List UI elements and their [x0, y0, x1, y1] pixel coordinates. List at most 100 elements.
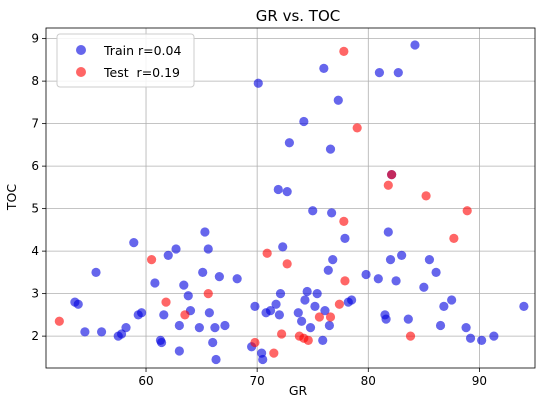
data-point	[54, 316, 64, 326]
data-point	[462, 206, 472, 216]
data-point	[419, 282, 429, 292]
data-point	[397, 250, 407, 260]
data-point	[339, 216, 349, 226]
data-point	[121, 323, 131, 333]
data-point	[293, 308, 303, 318]
data-point	[275, 289, 286, 299]
data-point	[305, 323, 316, 333]
data-point	[129, 238, 139, 248]
data-point	[325, 144, 336, 154]
data-point	[208, 337, 218, 348]
data-point	[519, 301, 529, 311]
data-point	[265, 306, 276, 316]
legend-box	[56, 33, 195, 88]
data-point	[381, 314, 391, 324]
data-point	[489, 331, 499, 341]
y-tick-label: 9	[31, 32, 39, 46]
data-point	[352, 123, 362, 133]
series-0	[70, 40, 529, 365]
x-tick-label: 80	[361, 374, 376, 388]
data-point	[282, 259, 292, 269]
data-point	[174, 320, 184, 331]
data-point	[299, 116, 309, 127]
x-tick-label: 60	[138, 374, 153, 388]
data-point	[314, 312, 324, 322]
data-point	[250, 301, 260, 311]
data-point	[179, 280, 189, 290]
data-point	[435, 320, 446, 331]
x-tick-label: 90	[472, 374, 487, 388]
data-point	[391, 276, 401, 286]
data-point	[403, 314, 413, 324]
data-point	[273, 184, 283, 195]
data-point	[278, 242, 288, 252]
data-point	[180, 310, 190, 320]
data-point	[136, 308, 147, 318]
data-point	[150, 278, 160, 288]
data-point	[303, 335, 313, 345]
data-point	[220, 320, 230, 331]
y-tick-label: 4	[31, 244, 39, 258]
data-point	[258, 354, 268, 365]
axis-ticks: 60 70 80 90 2 3 4 5 6 7 8 9	[31, 32, 487, 388]
series-1	[54, 46, 472, 358]
data-point	[447, 295, 457, 305]
data-point	[194, 323, 204, 333]
data-point	[439, 301, 449, 311]
x-tick-label: 70	[250, 374, 265, 388]
data-point	[282, 187, 292, 197]
data-point	[80, 327, 90, 337]
x-axis-label: GR	[289, 383, 308, 398]
data-point	[328, 255, 338, 265]
y-tick-label: 6	[31, 159, 39, 173]
data-point	[320, 306, 330, 316]
data-point	[325, 312, 336, 322]
data-point	[277, 329, 287, 339]
data-point	[424, 255, 435, 265]
data-point	[308, 206, 318, 216]
data-point	[477, 335, 487, 345]
legend: Train r=0.04 Test r=0.19	[56, 33, 195, 88]
legend-label-test: Test r=0.19	[103, 65, 180, 80]
data-point	[310, 301, 320, 311]
data-point	[146, 255, 157, 265]
data-point	[210, 323, 220, 333]
data-point	[340, 276, 350, 286]
data-point	[163, 250, 173, 260]
data-point	[387, 170, 397, 180]
data-point	[410, 40, 420, 50]
data-point	[340, 233, 350, 243]
data-point	[449, 233, 459, 243]
data-point	[323, 265, 333, 275]
data-point	[461, 323, 471, 333]
data-point	[312, 289, 322, 299]
data-point	[198, 267, 208, 277]
data-point	[405, 331, 416, 341]
data-point	[374, 68, 385, 78]
data-point	[200, 227, 210, 237]
legend-label-train: Train r=0.04	[103, 43, 181, 58]
data-point	[302, 286, 312, 297]
data-point	[204, 308, 214, 318]
data-point	[174, 346, 184, 356]
data-point	[393, 68, 403, 78]
y-tick-label: 3	[31, 287, 39, 301]
data-point	[183, 291, 193, 301]
data-point	[171, 244, 181, 254]
data-point	[96, 327, 107, 337]
data-point	[271, 299, 281, 309]
data-point	[203, 289, 213, 299]
data-point	[156, 337, 167, 348]
data-point	[333, 95, 343, 105]
data-point	[91, 267, 101, 277]
y-tick-label: 2	[31, 329, 39, 343]
legend-marker-train	[76, 45, 86, 55]
y-tick-label: 5	[31, 202, 39, 216]
data-point	[383, 180, 393, 190]
data-point	[253, 78, 263, 88]
data-point	[421, 191, 431, 201]
data-point	[203, 244, 213, 254]
data-point	[211, 354, 221, 365]
data-points	[54, 40, 529, 365]
